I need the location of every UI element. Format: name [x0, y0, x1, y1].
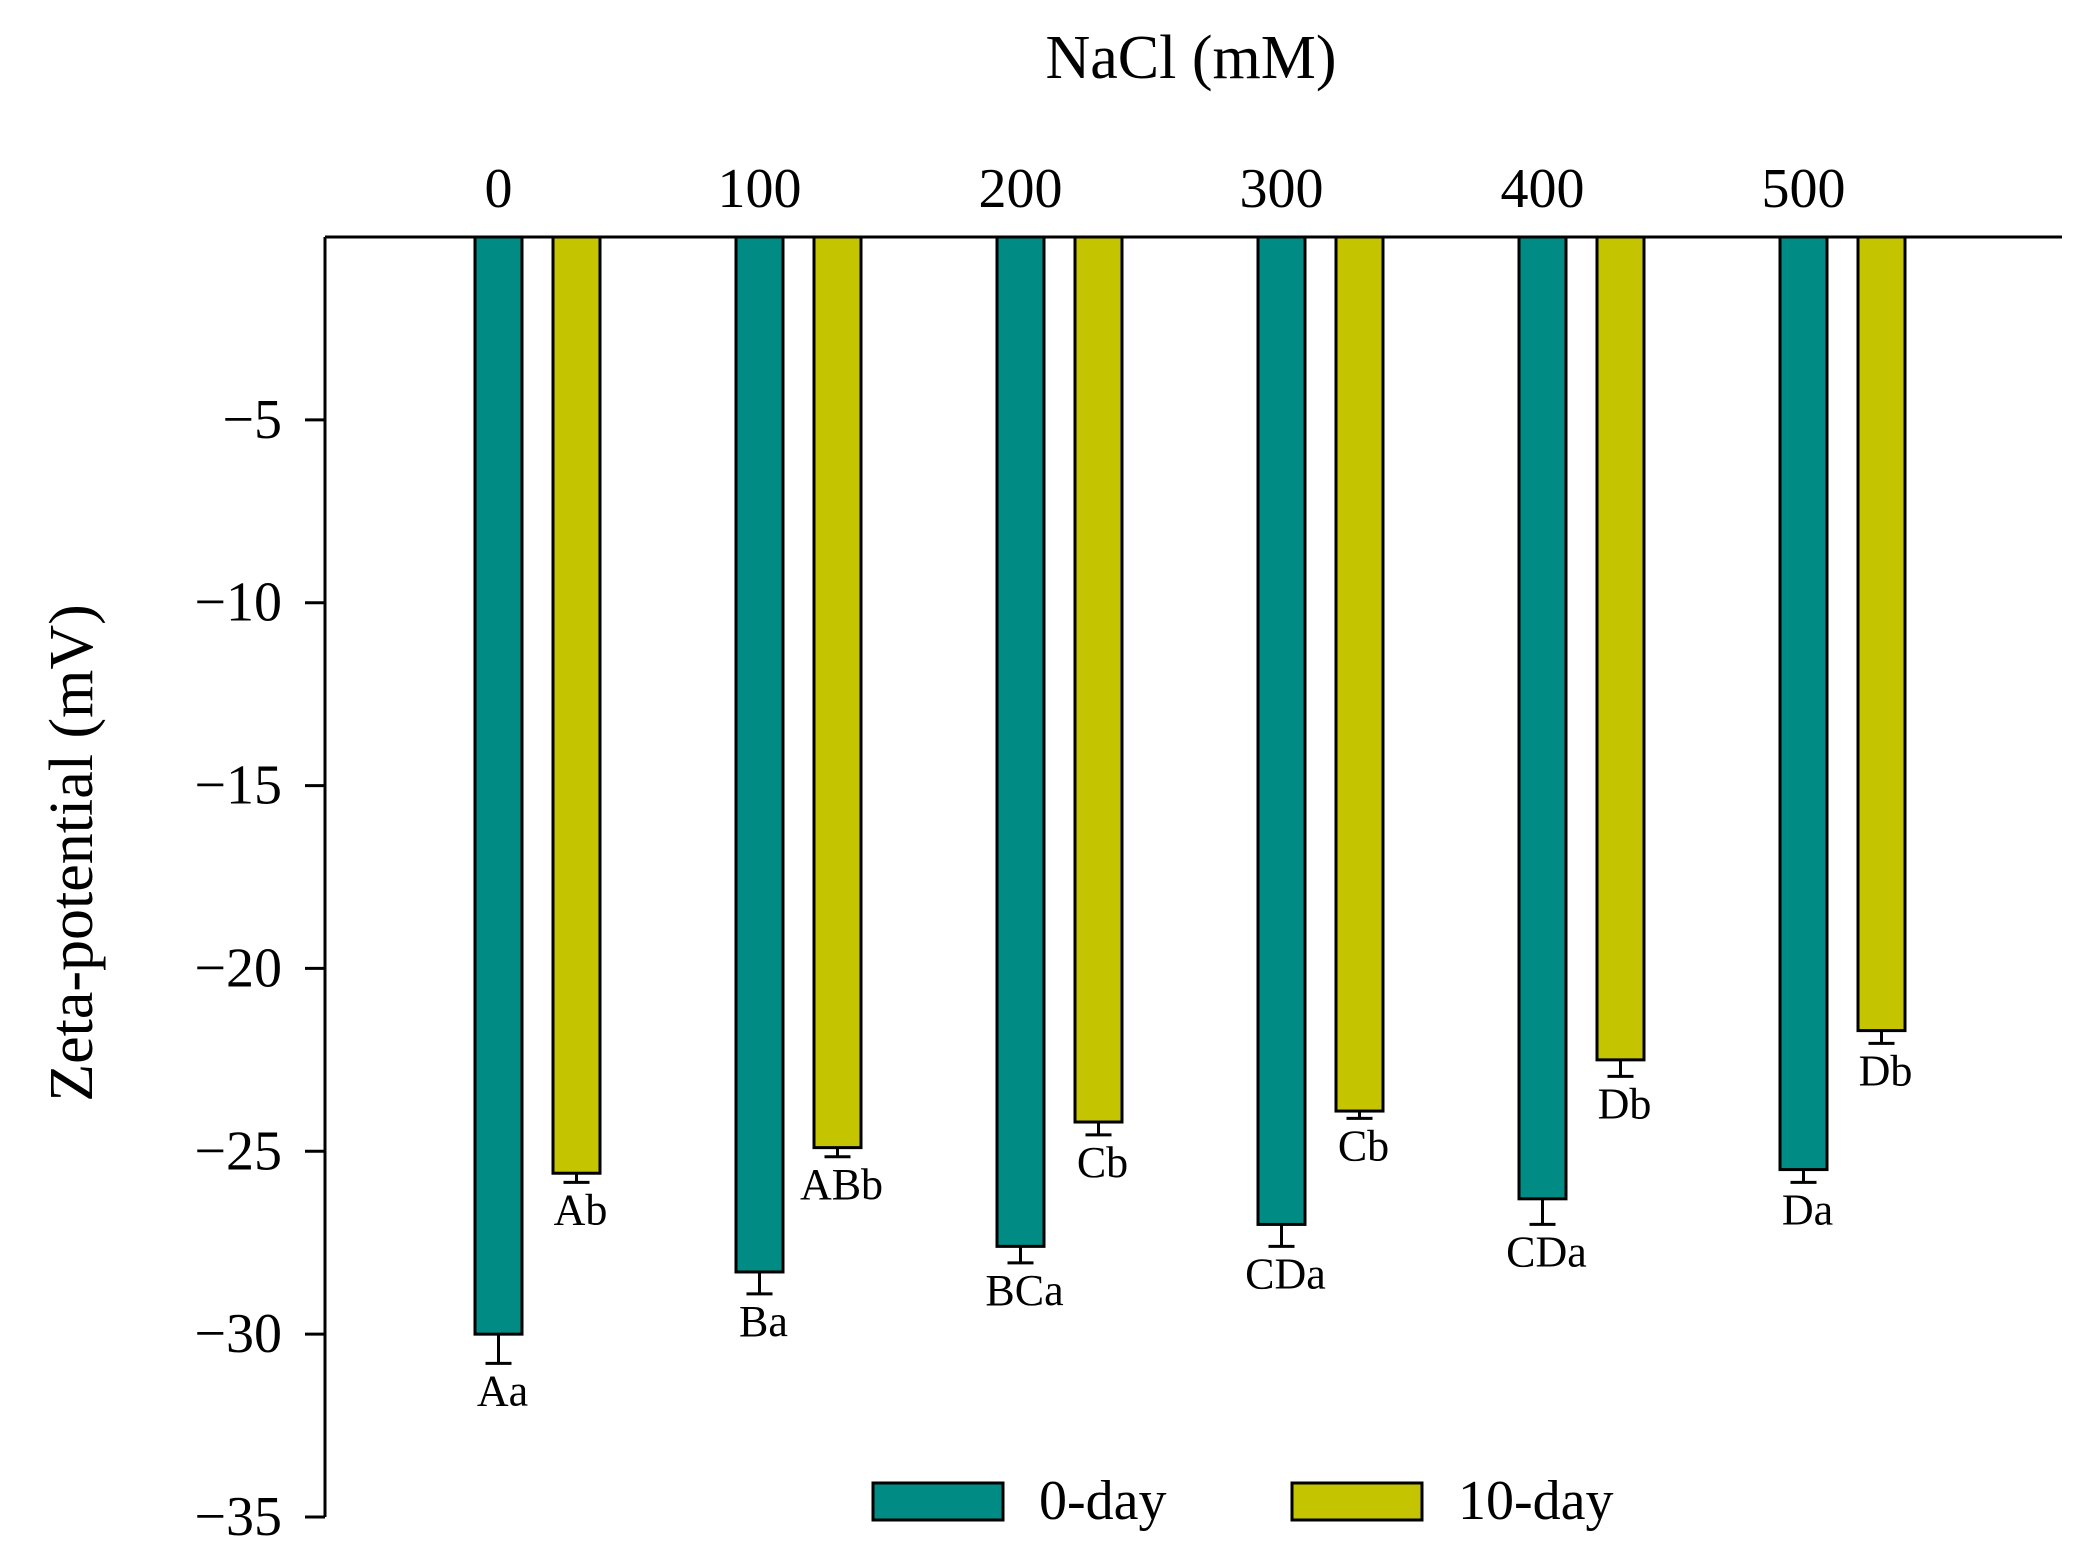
x-category-label: 400: [1501, 158, 1585, 220]
x-category-label: 300: [1240, 158, 1324, 220]
y-tick-label: −20: [194, 937, 282, 999]
y-tick-label: −30: [194, 1303, 282, 1365]
bar-10-day: [1856, 235, 1907, 1033]
y-tick-label: −15: [194, 755, 282, 817]
bar-0-day: [473, 235, 524, 1336]
bar-10-day: [812, 235, 863, 1150]
bar-0-day: [734, 235, 785, 1274]
significance-label: Cb: [1338, 1121, 1389, 1170]
significance-label: Aa: [477, 1366, 528, 1415]
significance-label: CDa: [1245, 1249, 1326, 1298]
bar-0-day: [1256, 235, 1307, 1226]
significance-label: Ba: [739, 1297, 788, 1346]
legend: 0-day 10-day: [871, 1470, 1614, 1532]
x-category-label: 0: [485, 158, 513, 220]
y-tick-label: −35: [194, 1486, 282, 1548]
significance-label: CDa: [1506, 1227, 1587, 1276]
x-category-label: 200: [979, 158, 1063, 220]
significance-label: BCa: [985, 1266, 1063, 1315]
bar-10-day: [551, 235, 602, 1175]
significance-label: Da: [1782, 1185, 1833, 1234]
legend-label: 10-day: [1458, 1470, 1614, 1532]
y-tick-label: −25: [194, 1120, 282, 1182]
bar-10-day: [1073, 235, 1124, 1124]
significance-label: ABb: [800, 1160, 883, 1209]
significance-label: Ab: [554, 1185, 608, 1234]
x-category-labels: 0 100 200 300 400 500: [485, 158, 1846, 220]
legend-swatch: [1290, 1481, 1424, 1522]
significance-label: Cb: [1077, 1138, 1128, 1187]
bar-0-day: [1517, 235, 1568, 1201]
significance-label: Db: [1859, 1046, 1913, 1095]
x-axis-title: NaCl (mM): [1045, 24, 1336, 92]
x-category-label: 100: [718, 158, 802, 220]
significance-label: Db: [1598, 1079, 1652, 1128]
bar-10-day: [1595, 235, 1646, 1062]
bar-0-day: [1778, 235, 1829, 1172]
bar-10-day: [1334, 235, 1385, 1113]
y-axis-title: Zeta-potential (mV): [38, 604, 106, 1102]
bar-0-day: [995, 235, 1046, 1248]
legend-label: 0-day: [1039, 1470, 1167, 1532]
y-ticks: −5 −10 −15 −20 −25 −30 −35: [194, 389, 325, 1548]
y-tick-label: −5: [222, 389, 282, 451]
legend-swatch: [871, 1481, 1005, 1522]
x-category-label: 500: [1762, 158, 1846, 220]
bars: Aa Ba BCa CDa CDa Da Ab ABb Cb Cb Db Db: [473, 235, 1913, 1415]
y-tick-label: −10: [194, 572, 282, 634]
